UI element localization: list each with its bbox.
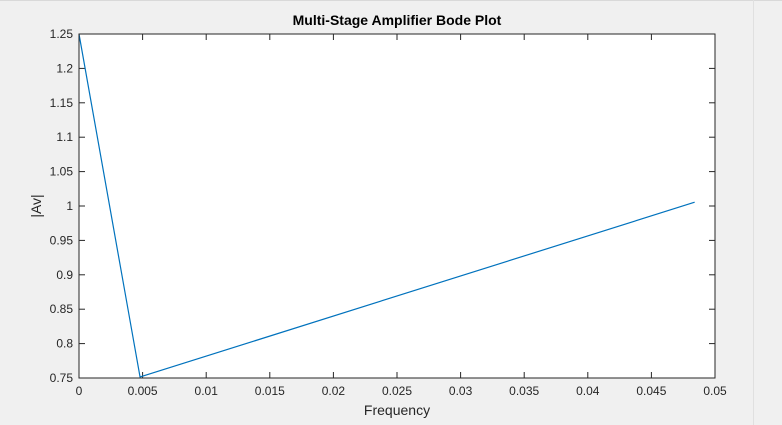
x-tick-label: 0.05 (703, 384, 727, 398)
x-tick-label: 0.03 (449, 384, 473, 398)
y-tick-label: 1.15 (50, 96, 74, 110)
y-tick-label: 1.2 (56, 61, 73, 75)
y-tick-label: 1.25 (50, 27, 74, 41)
y-tick-label: 0.75 (50, 371, 74, 385)
y-axis-label: |Av| (28, 194, 44, 217)
window-right-divider (753, 0, 754, 425)
x-tick-label: 0.005 (128, 384, 158, 398)
x-tick-label: 0.01 (195, 384, 219, 398)
y-tick-label: 0.95 (50, 233, 74, 247)
ticks-layer: 0 0.005 0.01 0.015 0.02 0.025 0.03 0.035 0.04 0.0… (50, 27, 727, 398)
series-layer (78, 33, 695, 378)
x-tick-label: 0.035 (509, 384, 539, 398)
chart-title: Multi-Stage Amplifier Bode Plot (293, 12, 502, 28)
y-tick-label: 0.8 (56, 337, 73, 351)
y-tick-label: 1 (66, 199, 73, 213)
y-tick-label: 1.05 (50, 165, 74, 179)
y-tick-label: 0.9 (56, 268, 73, 282)
x-axis-label: Frequency (364, 402, 430, 418)
y-tick-label: 1.1 (56, 130, 73, 144)
plot-area (79, 34, 715, 378)
x-tick-label: 0.015 (255, 384, 285, 398)
x-tick-label: 0.045 (636, 384, 666, 398)
x-tick-label: 0.025 (382, 384, 412, 398)
series-line (78, 33, 695, 378)
x-tick-label: 0.02 (322, 384, 346, 398)
x-tick-label: 0 (76, 384, 83, 398)
axes-box (78, 33, 716, 379)
x-tick-label: 0.04 (576, 384, 600, 398)
window-top-edge (0, 0, 782, 1)
y-tick-label: 0.85 (50, 302, 74, 316)
